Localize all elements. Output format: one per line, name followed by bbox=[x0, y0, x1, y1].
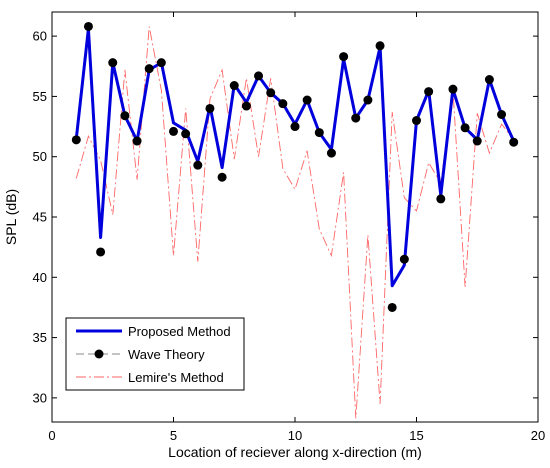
y-tick-label: 35 bbox=[33, 330, 47, 345]
x-tick-label: 10 bbox=[288, 428, 302, 443]
wave-theory-point bbox=[229, 81, 239, 91]
wave-theory-point bbox=[436, 194, 446, 204]
wave-theory-point bbox=[71, 135, 81, 145]
wave-theory-point bbox=[108, 58, 118, 68]
wave-theory-point bbox=[181, 129, 191, 139]
y-tick-label: 30 bbox=[33, 390, 47, 405]
wave-theory-point bbox=[205, 103, 215, 113]
wave-theory-point bbox=[120, 111, 130, 121]
legend-marker-wave bbox=[94, 349, 104, 359]
y-tick-label: 55 bbox=[33, 89, 47, 104]
wave-theory-point bbox=[96, 247, 106, 257]
wave-theory-point bbox=[399, 254, 409, 264]
wave-theory-point bbox=[290, 122, 300, 132]
wave-theory-point bbox=[278, 99, 288, 109]
wave-theory-point bbox=[412, 116, 421, 126]
wave-theory-point bbox=[156, 58, 166, 68]
wave-theory-point bbox=[460, 123, 470, 133]
series-layer bbox=[71, 21, 519, 419]
wave-theory-point bbox=[144, 64, 154, 74]
wave-theory-point bbox=[497, 110, 507, 119]
y-tick-label: 50 bbox=[33, 149, 47, 164]
wave-theory-point bbox=[339, 52, 349, 62]
wave-theory-point bbox=[509, 137, 519, 147]
x-tick-label: 0 bbox=[48, 428, 55, 443]
wave-theory-point bbox=[351, 113, 361, 123]
wave-theory-point bbox=[314, 128, 324, 138]
wave-theory-point bbox=[424, 87, 434, 97]
y-tick-label: 45 bbox=[33, 210, 47, 225]
wave-theory-point bbox=[448, 84, 458, 94]
x-axis-label: Location of reciever along x-direction (… bbox=[168, 444, 422, 460]
wave-theory-point bbox=[484, 75, 494, 85]
wave-theory-point bbox=[193, 160, 203, 170]
y-tick-label: 40 bbox=[33, 270, 47, 285]
wave-theory-point bbox=[472, 136, 482, 146]
wave-theory-point bbox=[169, 126, 178, 136]
wave-theory-point bbox=[254, 71, 264, 81]
wave-theory-point bbox=[363, 95, 373, 105]
wave-theory-point bbox=[387, 302, 397, 312]
ticks-layer: 0 5 10 15 20 30 35 40 45 50 55 60 bbox=[33, 12, 545, 443]
wave-theory-point bbox=[241, 101, 251, 111]
wave-theory-point bbox=[266, 88, 276, 98]
wave-theory-point bbox=[132, 136, 142, 146]
legend-label-lemire: Lemire's Method bbox=[128, 370, 224, 385]
legend-label-wave: Wave Theory bbox=[128, 347, 205, 362]
y-tick-label: 60 bbox=[33, 29, 47, 44]
x-tick-label: 20 bbox=[531, 428, 545, 443]
wave-theory-point bbox=[83, 21, 93, 31]
wave-theory-point bbox=[375, 41, 385, 51]
y-axis-label: SPL (dB) bbox=[3, 189, 19, 245]
legend: Proposed Method Wave Theory Lemire's Met… bbox=[65, 317, 245, 391]
wave-theory-point bbox=[217, 172, 227, 182]
legend-label-proposed: Proposed Method bbox=[128, 324, 231, 339]
wave-theory-point bbox=[326, 148, 336, 158]
x-tick-label: 15 bbox=[409, 428, 423, 443]
wave-theory-point bbox=[302, 95, 312, 105]
x-tick-label: 5 bbox=[170, 428, 177, 443]
